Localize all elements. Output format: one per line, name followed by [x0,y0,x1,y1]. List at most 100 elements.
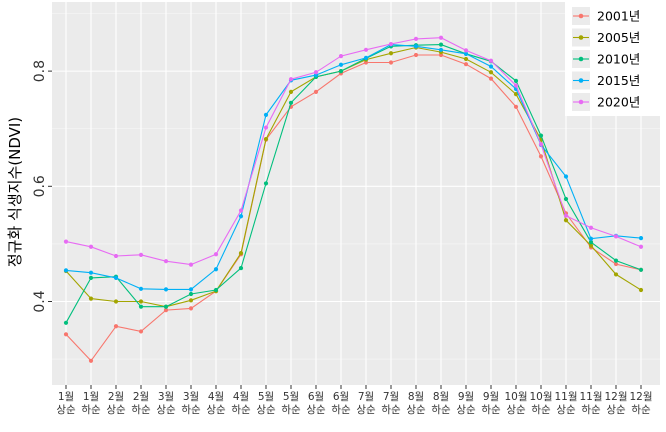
data-point [113,299,119,304]
data-point [138,304,144,309]
x-tick-label-month: 3월 [183,391,199,403]
data-point [563,196,569,202]
data-point [413,44,419,49]
x-tick-label-month: 6월 [333,391,349,403]
data-point [438,52,444,58]
data-point [113,253,119,259]
legend-label: 2005년 [597,30,640,45]
data-point [188,291,194,297]
x-tick-label-period: 하순 [481,403,501,416]
data-point [313,73,319,78]
data-point [363,60,369,65]
data-point [88,296,94,301]
data-point [138,299,144,304]
data-point [638,267,644,272]
legend-key-point [578,35,584,40]
data-point [463,48,469,53]
x-tick-label-month: 10월 [504,391,527,403]
data-point [63,268,69,273]
x-tick-label-period: 상순 [56,404,76,416]
x-tick-label-month: 10월 [529,391,552,403]
x-tick-label-month: 8월 [408,391,424,403]
x-axis: 1월상순1월하순2월상순2월하순3월상순3월하순4월상순4월하순5월상순5월하순… [56,385,653,416]
data-point [213,252,219,257]
data-point [463,51,469,56]
data-point [588,225,594,230]
series-3 [63,42,644,292]
data-point [88,275,94,280]
legend-key-point [578,13,584,19]
data-point [563,213,569,218]
data-point [213,267,219,272]
y-tick-label: 0.6 [32,175,48,197]
data-point [263,125,269,130]
data-point [563,218,569,223]
x-tick-label-period: 상순 [306,404,326,416]
x-tick-label-period: 하순 [231,403,251,416]
data-point [388,41,394,47]
data-point [163,287,169,292]
data-point [488,70,494,75]
x-tick-label-period: 하순 [381,403,401,416]
x-tick-label-period: 하순 [181,403,201,416]
x-tick-label-month: 4월 [208,391,224,403]
data-point [513,92,519,97]
series-line [65,44,642,324]
x-tick-label-period: 상순 [456,404,476,416]
legend: 2001년 2005년 2010년 2015년 2020년 [565,2,662,116]
x-tick-label-month: 1월 [58,391,74,403]
data-point [163,304,169,309]
x-tick-label-month: 12월 [604,391,627,403]
data-point [288,100,294,105]
data-point [588,243,594,248]
x-tick-label-month: 6월 [308,391,324,403]
x-tick-label-month: 1월 [83,391,99,403]
data-point [263,112,269,117]
data-point [588,236,594,241]
data-point [238,265,244,271]
data-point [438,35,444,40]
x-tick-label-period: 하순 [281,403,301,416]
data-point [613,272,619,277]
data-point [538,133,544,138]
x-tick-label-period: 하순 [331,403,351,416]
data-point [313,89,319,94]
x-tick-label-month: 8월 [433,391,449,403]
legend-key-point [578,78,584,83]
data-point [113,324,119,329]
x-tick-label-period: 하순 [581,403,601,416]
data-point [638,287,644,293]
data-point [163,259,169,264]
data-point [88,358,94,363]
data-point [238,208,244,213]
data-point [138,329,144,334]
x-tick-label-period: 상순 [556,404,576,416]
data-point [563,174,569,179]
data-point [638,236,644,241]
data-point [163,308,169,313]
data-point [138,286,144,291]
data-point [588,240,594,245]
data-point [538,154,544,159]
y-axis-title: 정규화 식생지수(NDVI) [6,117,24,267]
data-point [188,287,194,292]
legend-label: 2020년 [597,95,640,110]
y-tick-label: 0.8 [32,60,48,82]
data-point [363,47,369,52]
data-point [438,42,444,47]
x-tick-label-month: 2월 [108,391,124,403]
x-tick-label-period: 상순 [406,404,426,416]
x-tick-label-month: 4월 [233,391,249,403]
data-point [338,69,344,74]
data-point [213,287,219,293]
data-point [513,104,519,109]
y-tick-label: 0.4 [32,290,48,312]
data-point [263,136,269,142]
data-point [413,52,419,58]
series-lines [63,35,644,363]
x-tick-label-month: 5월 [258,391,274,403]
data-point [438,47,444,52]
data-point [388,60,394,65]
